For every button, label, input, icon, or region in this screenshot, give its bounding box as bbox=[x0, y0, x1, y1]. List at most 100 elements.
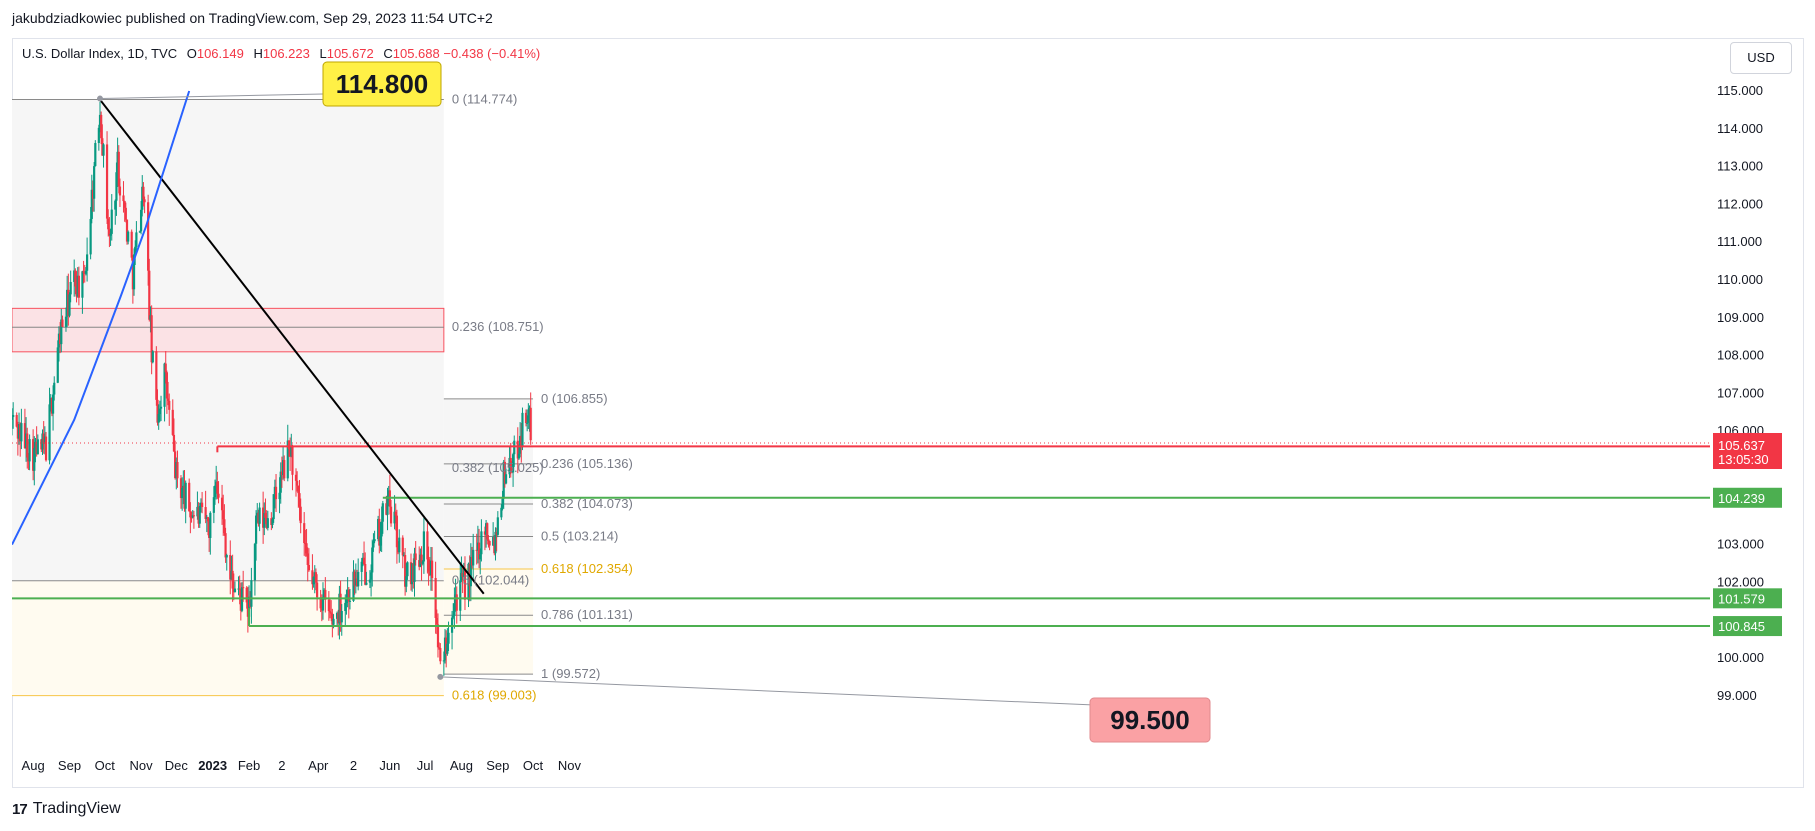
candle bbox=[77, 266, 80, 306]
candle-body bbox=[110, 209, 113, 234]
candle bbox=[44, 431, 48, 462]
candle-body bbox=[511, 454, 515, 473]
candle-body bbox=[372, 541, 375, 548]
candle-body bbox=[27, 457, 30, 462]
candle bbox=[442, 651, 445, 676]
candle bbox=[216, 471, 219, 500]
candle-body bbox=[76, 275, 79, 297]
candle bbox=[294, 468, 298, 497]
y-axis-tick-label: 110.000 bbox=[1717, 272, 1763, 287]
candle bbox=[493, 534, 496, 556]
x-axis-tick-label: 2023 bbox=[198, 758, 227, 773]
candle bbox=[361, 552, 364, 567]
candle-body bbox=[148, 270, 151, 320]
candle-body bbox=[57, 333, 61, 348]
candle bbox=[509, 442, 512, 478]
candle-body bbox=[480, 531, 483, 555]
candle bbox=[355, 569, 359, 587]
candle bbox=[422, 518, 425, 574]
candle bbox=[26, 427, 29, 469]
candle bbox=[467, 562, 470, 608]
candle-body bbox=[344, 602, 347, 611]
candle-body bbox=[524, 412, 528, 424]
candle bbox=[461, 567, 464, 594]
candle bbox=[299, 498, 302, 534]
candle-body bbox=[362, 557, 366, 564]
candle-body bbox=[208, 521, 211, 538]
candle bbox=[12, 408, 14, 436]
candle bbox=[283, 455, 286, 482]
candle bbox=[487, 535, 490, 548]
currency-button[interactable]: USD bbox=[1730, 42, 1792, 74]
candle-body bbox=[453, 603, 456, 616]
fib-small-label: 0.236 (105.136) bbox=[541, 456, 633, 471]
candle bbox=[60, 308, 63, 353]
candle-body bbox=[320, 608, 323, 611]
candle bbox=[274, 474, 278, 512]
x-axis-tick-label: Aug bbox=[22, 758, 45, 773]
candle bbox=[246, 586, 249, 633]
tradingview-footer[interactable]: 17 TradingView bbox=[12, 800, 121, 818]
candle-body bbox=[48, 404, 51, 461]
candle-body bbox=[477, 542, 481, 560]
candle bbox=[23, 408, 27, 449]
fib-large-label: 0 (114.774) bbox=[452, 92, 518, 107]
candle bbox=[107, 209, 110, 237]
candle-body bbox=[278, 492, 281, 500]
candle-body bbox=[488, 540, 491, 546]
candle-body bbox=[28, 439, 31, 462]
candle-body bbox=[526, 422, 529, 424]
candle bbox=[503, 456, 506, 488]
candle-body bbox=[151, 351, 154, 363]
candle-body bbox=[56, 347, 59, 383]
candle-body bbox=[426, 531, 429, 560]
candle-body bbox=[143, 199, 146, 203]
candle-body bbox=[164, 363, 167, 373]
candle bbox=[316, 574, 319, 611]
candle-body bbox=[271, 519, 274, 525]
candle bbox=[365, 571, 368, 586]
candle-body bbox=[354, 578, 357, 586]
candle-body bbox=[298, 493, 301, 507]
candle-body bbox=[230, 570, 233, 580]
candle bbox=[155, 346, 158, 406]
candle bbox=[426, 519, 429, 574]
candle-body bbox=[262, 507, 265, 528]
candle-body bbox=[147, 202, 150, 271]
candle-body bbox=[109, 233, 112, 236]
candle-body bbox=[263, 512, 266, 528]
candle-body bbox=[190, 517, 193, 519]
candle bbox=[508, 447, 511, 479]
candle-body bbox=[249, 596, 252, 607]
candle-body bbox=[304, 543, 307, 545]
candle-body bbox=[90, 189, 93, 219]
candle-body bbox=[142, 186, 145, 200]
candle-body bbox=[500, 507, 503, 518]
candle bbox=[117, 145, 120, 194]
y-axis-tick-label: 99.000 bbox=[1717, 688, 1757, 703]
y-axis-tick-label: 102.000 bbox=[1717, 574, 1764, 589]
candle-body bbox=[405, 576, 408, 587]
candle-body bbox=[393, 511, 396, 524]
candle-body bbox=[23, 423, 27, 449]
candle bbox=[208, 518, 211, 552]
candle bbox=[291, 444, 294, 491]
candle-body bbox=[461, 572, 464, 577]
candle bbox=[198, 502, 201, 528]
candle-body bbox=[131, 257, 134, 290]
candle bbox=[50, 397, 53, 417]
candle bbox=[406, 561, 409, 580]
x-axis-tick-label: Jun bbox=[379, 758, 400, 773]
candle bbox=[455, 586, 458, 624]
candle-body bbox=[462, 569, 465, 577]
candle-body bbox=[291, 445, 294, 475]
legend-symbol[interactable]: U.S. Dollar Index, 1D, TVC bbox=[22, 46, 178, 61]
price-label-box bbox=[1713, 487, 1782, 508]
candle bbox=[249, 591, 252, 609]
candle bbox=[273, 479, 276, 509]
candle bbox=[213, 479, 217, 505]
candle-body bbox=[330, 612, 333, 614]
candle-body bbox=[418, 560, 421, 567]
candle bbox=[368, 570, 372, 589]
